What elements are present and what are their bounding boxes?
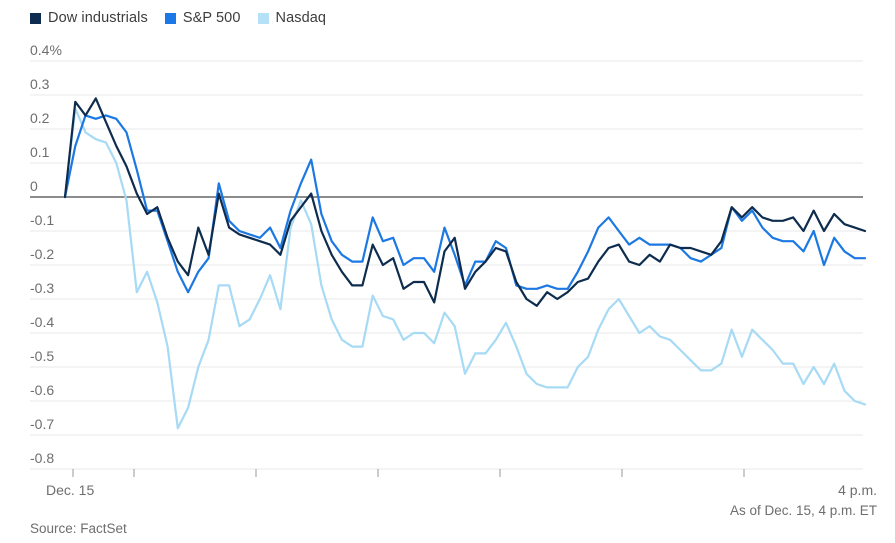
y-tick-label: 0.3 [30, 76, 50, 92]
nasdaq-color-swatch-icon [257, 12, 269, 24]
y-tick-label: -0.4 [30, 314, 54, 330]
y-tick-label: -0.8 [30, 450, 54, 466]
legend-label-dow: Dow industrials [48, 10, 148, 26]
legend-label-sp500: S&P 500 [182, 10, 241, 26]
y-tick-label: 0.4% [30, 42, 62, 58]
y-tick-label: 0.2 [30, 110, 50, 126]
y-tick-label: -0.5 [30, 348, 54, 364]
y-tick-label: -0.2 [30, 246, 54, 262]
y-tick-label: 0 [30, 178, 38, 194]
series-line-dow-industrials [63, 97, 867, 307]
series-line-s-p-500 [63, 114, 867, 294]
dow-color-swatch-icon [30, 12, 41, 24]
y-tick-label: 0.1 [30, 144, 50, 160]
source-note: Source: FactSet [30, 521, 127, 536]
y-tick-label: -0.6 [30, 382, 54, 398]
y-tick-label: -0.7 [30, 416, 54, 432]
legend-item-nasdaq: Nasdaq [257, 10, 327, 26]
x-axis-end-label: 4 p.m. [838, 482, 877, 498]
series-line-nasdaq [63, 107, 867, 430]
x-axis-start-label: Dec. 15 [46, 482, 95, 498]
legend-item-sp500: S&P 500 [164, 10, 241, 26]
as-of-note: As of Dec. 15, 4 p.m. ET [729, 503, 877, 518]
legend: Dow industrials S&P 500 Nasdaq [30, 10, 326, 26]
legend-item-dow: Dow industrials [30, 10, 148, 26]
sp500-color-swatch-icon [164, 12, 176, 24]
y-tick-label: -0.1 [30, 212, 54, 228]
legend-label-nasdaq: Nasdaq [275, 10, 327, 26]
y-tick-label: -0.3 [30, 280, 54, 296]
